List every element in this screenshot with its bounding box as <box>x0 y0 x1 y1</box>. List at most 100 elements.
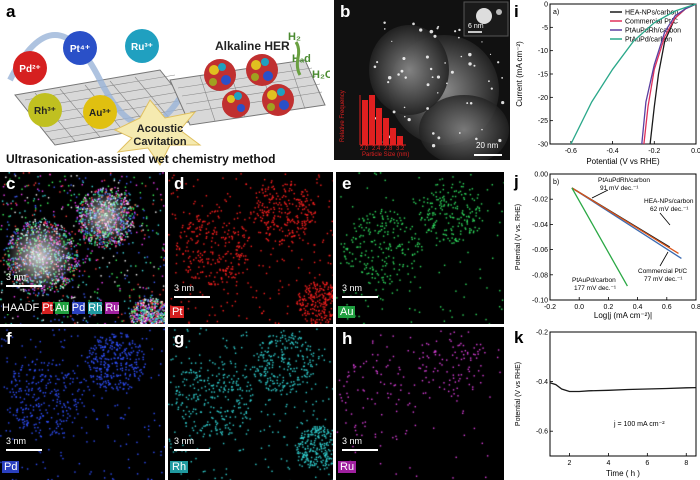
annot-ptaupd-slope: 177 mV dec.⁻¹ <box>574 285 617 292</box>
eds-map-ru <box>336 327 504 480</box>
annot-ptc-slope: 77 mV dec.⁻¹ <box>644 276 683 283</box>
legend-pd: Pd <box>71 302 86 314</box>
element-tag: Rh <box>170 461 189 473</box>
eds-legend: HAADF Pt Au Pd Rh Ru <box>2 302 120 314</box>
ion-pd-label: Pd²⁺ <box>19 64 40 75</box>
plot-frame <box>549 331 697 457</box>
legend-au: Au <box>55 302 69 314</box>
annot-ptaupdrh-slope: 91 mV dec.⁻¹ <box>600 185 639 192</box>
legend-haadf: HAADF <box>2 302 40 314</box>
legend-label-3: PtAuPd/carbon <box>625 37 672 44</box>
tem-scale-text: 20 nm <box>476 141 499 150</box>
panel-d-label: d <box>174 174 185 193</box>
x-axis-label: Potential (V vs RHE) <box>586 157 660 166</box>
y-axis-label: Current (mA cm⁻²) <box>515 41 524 107</box>
y-tick-label: -0.06 <box>532 247 548 254</box>
current-density-annotation: j = 100 mA cm⁻² <box>613 421 665 428</box>
acoustic-text: Acoustic <box>137 123 183 135</box>
tafel-chart: b) -0.2 0.0 0.2 0.4 0.6 0.8 0.00 -0.02 -0.04 -0.0… <box>515 172 700 321</box>
x-tick-label: 0.6 <box>662 304 672 311</box>
y-tick-label: 0.00 <box>534 172 548 179</box>
series-line-3 <box>570 3 697 145</box>
panel-e: e 3 nm Au <box>336 172 504 324</box>
series-line-3 <box>571 187 628 287</box>
alkaline-her-text: Alkaline HER <box>215 39 290 53</box>
panel-k: k 2 4 6 8 -0.2 -0.4 -0.6 j = 100 mA cm⁻² Time … <box>510 326 700 480</box>
tafel-annotations: PtAuPdRh/carbon 91 mV dec.⁻¹ HEA-NPs/car… <box>572 177 694 292</box>
panel-a-label: a <box>6 2 16 21</box>
ion-ru: Ru³⁺ <box>125 29 159 63</box>
ion-ru-label: Ru³⁺ <box>131 42 153 53</box>
series-line-2 <box>641 3 697 145</box>
scale-bar <box>174 449 210 451</box>
panel-i-label: i <box>514 2 519 21</box>
series-line-0 <box>549 382 697 393</box>
stability-chart: 2 4 6 8 -0.2 -0.4 -0.6 j = 100 mA cm⁻² Time ( … <box>515 330 697 478</box>
legend-ru: Ru <box>105 302 120 314</box>
x-tick-label: 0.0 <box>574 304 584 311</box>
eds-map-pt <box>168 172 333 324</box>
hist-tick-3: 3.2 <box>396 146 405 152</box>
hist-tick-2: 2.8 <box>384 146 393 152</box>
panel-g-label: g <box>174 329 185 348</box>
panel-f-label: f <box>6 329 12 348</box>
panel-f: f 3 nm Pd <box>0 327 165 480</box>
x-axis-label: Time ( h ) <box>606 469 640 478</box>
panel-c: c 3 nm HAADF Pt Au Pd Rh Ru <box>0 172 165 324</box>
y-tick-label: -5 <box>542 25 548 32</box>
legend-rh: Rh <box>88 302 103 314</box>
legend-label-2: PtAuPdRh/carbon <box>625 28 681 35</box>
scale-text: 3 nm <box>342 283 363 293</box>
y-tick-label: -0.10 <box>532 298 548 305</box>
ion-pd: Pd²⁺ <box>13 51 47 85</box>
ion-au-label: Au³⁺ <box>89 108 111 119</box>
hist-tick-1: 2.4 <box>372 146 381 152</box>
x-tick-label: 8 <box>684 460 688 467</box>
nanoparticle-3 <box>262 84 294 116</box>
scale-text: 3 nm <box>174 283 195 293</box>
eds-map-pd <box>0 327 165 480</box>
panel-b: b 6 nm 20 nm Relative Frequency 2.0 2.4 … <box>334 0 510 160</box>
x-tick-label: 6 <box>645 460 649 467</box>
her-arrow <box>294 41 302 76</box>
y-tick-label: 0 <box>544 2 548 9</box>
panel-b-label: b <box>340 2 351 21</box>
x-tick-label: 2 <box>568 460 572 467</box>
synthesis-caption: Ultrasonication-assisted wet chemistry m… <box>6 152 275 166</box>
panel-h: h 3 nm Ru <box>336 327 504 480</box>
x-tick-label: -0.2 <box>648 148 660 155</box>
y-axis-label: Potential (V vs. RHE) <box>515 204 522 270</box>
y-tick-label: -10 <box>538 48 548 55</box>
y-tick-label: -0.04 <box>532 222 548 229</box>
x-tick-label: 0.2 <box>604 304 614 311</box>
element-tag: Au <box>338 306 356 318</box>
y-tick-label: -0.4 <box>536 379 548 386</box>
nanoparticle-4 <box>222 90 250 118</box>
scale-bar <box>342 296 378 298</box>
chart-sublabel: a) <box>553 9 559 16</box>
x-tick-label: 0.8 <box>691 304 700 311</box>
y-tick-label: -0.02 <box>532 197 548 204</box>
panel-h-label: h <box>342 329 353 348</box>
annot-ptc: Commercial Pt/C <box>638 268 687 275</box>
chart-sublabel: b) <box>553 179 559 186</box>
tem-image <box>359 1 509 160</box>
x-tick-label: -0.4 <box>607 148 619 155</box>
inset-scale-text: 6 nm <box>468 23 484 30</box>
panel-k-label: k <box>514 328 524 347</box>
ion-rh: Rh³⁺ <box>28 93 62 127</box>
ion-rh-label: Rh³⁺ <box>34 106 56 117</box>
annot-ptaupdrh: PtAuPdRh/carbon <box>598 177 650 184</box>
y-tick-label: -25 <box>538 118 548 125</box>
panel-a: a Pd²⁺ Pt⁴⁺ Ru³⁺ Rh³⁺ <box>0 0 330 170</box>
synthesis-schematic: Pd²⁺ Pt⁴⁺ Ru³⁺ Rh³⁺ Au³⁺ Acoustic <box>6 29 330 166</box>
panel-d: d 3 nm Pt <box>168 172 333 324</box>
hist-tick-0: 2.0 <box>360 146 369 152</box>
ion-pt-label: Pt⁴⁺ <box>70 44 90 55</box>
cavitation-text: Cavitation <box>133 136 186 148</box>
legend-label-1: Commercial Pt/C <box>625 19 678 26</box>
scale-bar <box>342 449 378 451</box>
x-axis-label: Log|j (mA cm⁻²)| <box>594 311 652 320</box>
eds-map-rh <box>168 327 333 480</box>
x-tick-label: 0.4 <box>633 304 643 311</box>
